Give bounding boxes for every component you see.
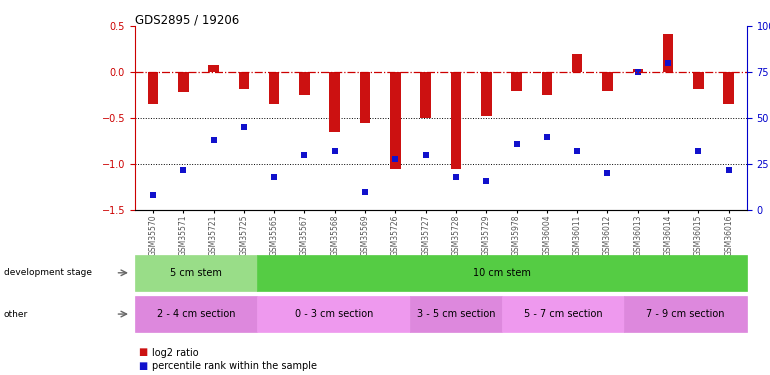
Bar (663, 34, 674, 72)
Text: ■: ■ (139, 361, 148, 370)
Text: 5 - 7 cm section: 5 - 7 cm section (524, 309, 603, 319)
Text: other: other (4, 310, 28, 319)
Text: development stage: development stage (4, 268, 92, 278)
Bar (330, 72, 340, 132)
Text: 5 cm stem: 5 cm stem (170, 268, 222, 278)
Bar (541, 72, 552, 95)
Text: 2 - 4 cm section: 2 - 4 cm section (157, 309, 235, 319)
Bar (300, 72, 310, 95)
Bar (602, 72, 613, 91)
Bar (723, 72, 734, 104)
Bar (693, 72, 704, 89)
Bar (239, 72, 249, 89)
Bar (481, 72, 491, 116)
Text: 3 - 5 cm section: 3 - 5 cm section (417, 309, 495, 319)
Bar (148, 72, 159, 104)
Text: GDS2895 / 19206: GDS2895 / 19206 (135, 13, 239, 26)
Bar (360, 72, 370, 123)
Bar (390, 72, 400, 169)
Text: 7 - 9 cm section: 7 - 9 cm section (647, 309, 725, 319)
Bar (632, 69, 643, 72)
Bar (450, 72, 461, 169)
Bar (178, 72, 189, 92)
Bar (572, 54, 582, 72)
Bar (269, 72, 280, 104)
Text: 0 - 3 cm section: 0 - 3 cm section (294, 309, 373, 319)
Bar (208, 65, 219, 72)
Bar (420, 72, 431, 118)
Text: percentile rank within the sample: percentile rank within the sample (152, 361, 317, 370)
Bar (511, 72, 522, 91)
Text: ■: ■ (139, 348, 148, 357)
Text: 10 cm stem: 10 cm stem (473, 268, 531, 278)
Text: log2 ratio: log2 ratio (152, 348, 199, 357)
